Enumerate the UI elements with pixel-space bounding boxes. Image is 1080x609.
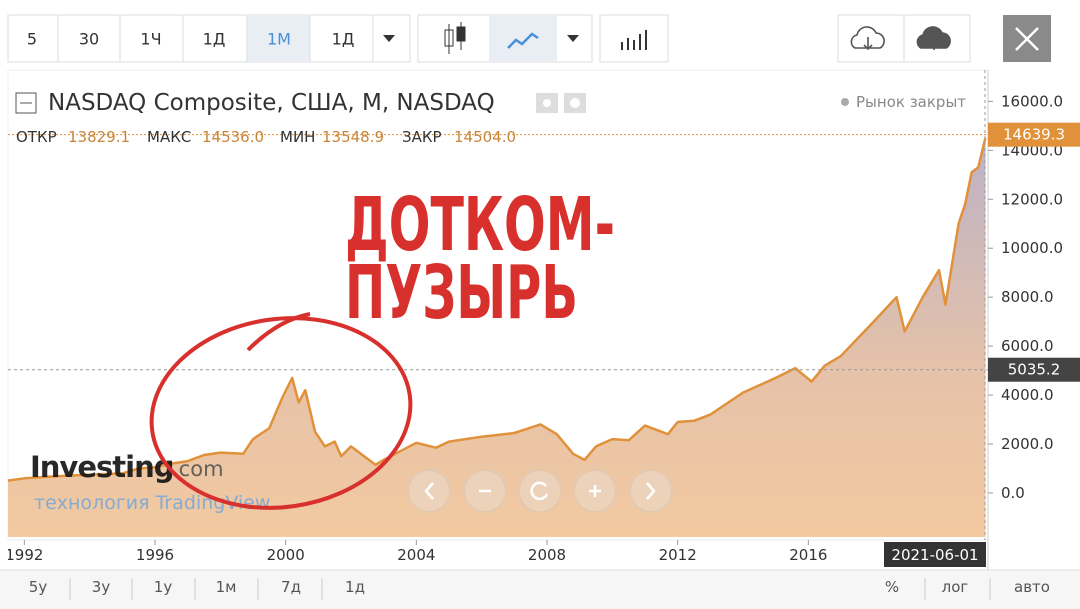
watermark-brand: Investing xyxy=(30,450,173,484)
bottom-separators xyxy=(69,578,991,600)
y-tick-label: 2000.0 xyxy=(1001,435,1054,453)
crosshair-date: 2021-06-01 xyxy=(891,546,978,564)
interval-button[interactable]: 1Д xyxy=(332,30,355,49)
ohlc-label: МИН xyxy=(280,128,315,146)
status-dot xyxy=(841,98,849,106)
bars-icon xyxy=(621,30,647,50)
crosshair-price-box xyxy=(988,357,1080,382)
price-line xyxy=(8,137,987,482)
close-icon xyxy=(1015,27,1039,51)
ohlc-label: МАКС xyxy=(147,128,191,146)
active-type xyxy=(489,16,557,61)
annotation-text: ДОТКОМ- xyxy=(345,182,615,268)
range-button[interactable]: 1y xyxy=(154,578,173,596)
range-button[interactable]: 1д xyxy=(345,578,365,596)
active-button xyxy=(247,16,310,61)
x-tick-label: 2008 xyxy=(528,546,566,564)
annotation-text: ПУЗЫРЬ xyxy=(345,250,578,336)
scroll-left[interactable] xyxy=(407,469,451,513)
x-tick-label: 2000 xyxy=(267,546,305,564)
y-tick-label: 10000.0 xyxy=(1001,239,1063,257)
annotation: ДОТКОМ- ПУЗЫРЬ xyxy=(149,182,615,510)
interval-button[interactable]: 1М xyxy=(267,30,291,49)
ohlc-label: ОТКР xyxy=(16,128,57,146)
last-price-box xyxy=(988,122,1080,147)
cloud-upload-icon[interactable] xyxy=(916,26,951,50)
annotation-circle xyxy=(149,316,413,510)
collapse-icon[interactable] xyxy=(15,92,37,114)
bottom-bar xyxy=(0,570,1080,609)
ohlc-value: 13548.9 xyxy=(322,128,384,146)
interval-button[interactable]: 1Ч xyxy=(140,30,161,49)
toolbar-separators xyxy=(57,15,374,62)
cloud-download-icon[interactable] xyxy=(850,26,885,51)
ohlc-value: 14504.0 xyxy=(454,128,516,146)
y-tick-label: 6000.0 xyxy=(1001,337,1054,355)
x-axis: 1992 1996 2000 2004 2008 2012 2016 xyxy=(5,540,827,564)
dropdown-arrow[interactable] xyxy=(383,35,395,42)
zoom-controls xyxy=(407,469,673,513)
y-tick-label: 4000.0 xyxy=(1001,386,1054,404)
ohlc-label: ЗАКР xyxy=(402,128,442,146)
indicators-button[interactable] xyxy=(599,14,669,63)
range-button[interactable]: 1м xyxy=(216,578,237,596)
log-toggle[interactable]: лог xyxy=(942,578,969,596)
x-tick-label: 2012 xyxy=(659,546,697,564)
range-button[interactable]: 5y xyxy=(29,578,48,596)
candle-icon[interactable] xyxy=(444,22,466,54)
annotation-stroke xyxy=(246,312,311,352)
auto-toggle[interactable]: авто xyxy=(1014,578,1050,596)
crosshair-price: 5035.2 xyxy=(1008,361,1061,379)
dropdown-arrow[interactable] xyxy=(567,35,579,42)
crosshair-date-box xyxy=(884,542,986,567)
y-tick-label: 16000.0 xyxy=(1001,92,1063,110)
scroll-right[interactable] xyxy=(629,469,673,513)
y-tick-label: 8000.0 xyxy=(1001,288,1054,306)
market-status: Рынок закрыт xyxy=(856,93,966,111)
range-button[interactable]: 7д xyxy=(281,578,301,596)
x-tick-label: 2016 xyxy=(789,546,827,564)
interval-button[interactable]: 1Д xyxy=(203,30,226,49)
toolbar-group xyxy=(7,14,411,63)
title-bar: NASDAQ Composite, США, M, NASDAQ Рынок з… xyxy=(15,90,966,146)
x-tick-label: 2004 xyxy=(397,546,435,564)
area-fill xyxy=(8,138,986,537)
y-tick-label: 12000.0 xyxy=(1001,190,1063,208)
interval-button[interactable]: 30 xyxy=(79,30,99,49)
range-button[interactable]: 3y xyxy=(92,578,111,596)
percent-toggle[interactable]: % xyxy=(885,578,899,596)
interval-button[interactable]: 5 xyxy=(27,30,37,49)
ohlc-value: 13829.1 xyxy=(68,128,130,146)
reset[interactable] xyxy=(518,469,562,513)
x-tick-label: 1992 xyxy=(5,546,43,564)
chart-title: NASDAQ Composite, США, M, NASDAQ xyxy=(48,90,495,116)
line-icon[interactable] xyxy=(507,32,539,49)
y-tick-label: 0.0 xyxy=(1001,484,1025,502)
last-price: 14639.3 xyxy=(1003,126,1065,144)
x-tick-label: 1996 xyxy=(136,546,174,564)
ohlc-value: 14536.0 xyxy=(202,128,264,146)
